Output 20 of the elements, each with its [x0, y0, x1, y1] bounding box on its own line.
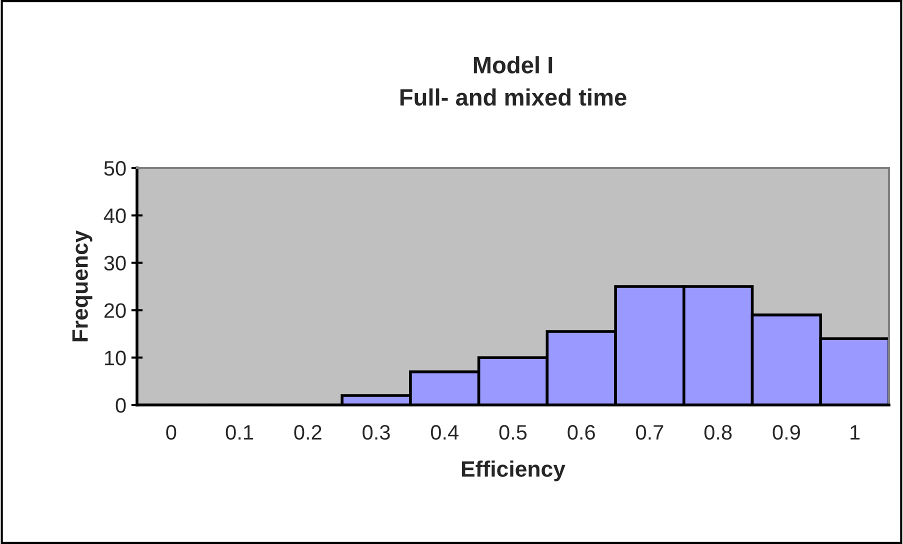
- y-tick-label: 20: [104, 303, 126, 318]
- x-tick-label: 0.9: [772, 424, 800, 440]
- x-tick-label: 0.6: [568, 424, 595, 440]
- y-tick-label: 0: [116, 398, 126, 413]
- y-axis-title: Frequency: [72, 230, 92, 342]
- x-tick-label: 0.8: [704, 424, 732, 440]
- x-tick-label: 0: [166, 424, 176, 440]
- x-tick-label: 0.1: [226, 424, 254, 440]
- y-tick-label: 30: [104, 256, 126, 271]
- y-tick-label: 40: [104, 208, 126, 224]
- x-axis-title: Efficiency: [462, 460, 566, 482]
- x-tick-label: 1: [850, 425, 860, 440]
- x-tick-label: 0.7: [636, 424, 664, 440]
- x-tick-label: 0.3: [362, 424, 390, 440]
- y-tick-label: 10: [105, 350, 126, 366]
- x-tick-label: 0.4: [430, 424, 459, 440]
- x-tick-label: 0.2: [294, 424, 322, 440]
- x-tick-label: 0.5: [499, 424, 527, 440]
- chart-title: Model I Full- and mixed time: [400, 56, 626, 106]
- y-tick-label: 50: [104, 161, 126, 176]
